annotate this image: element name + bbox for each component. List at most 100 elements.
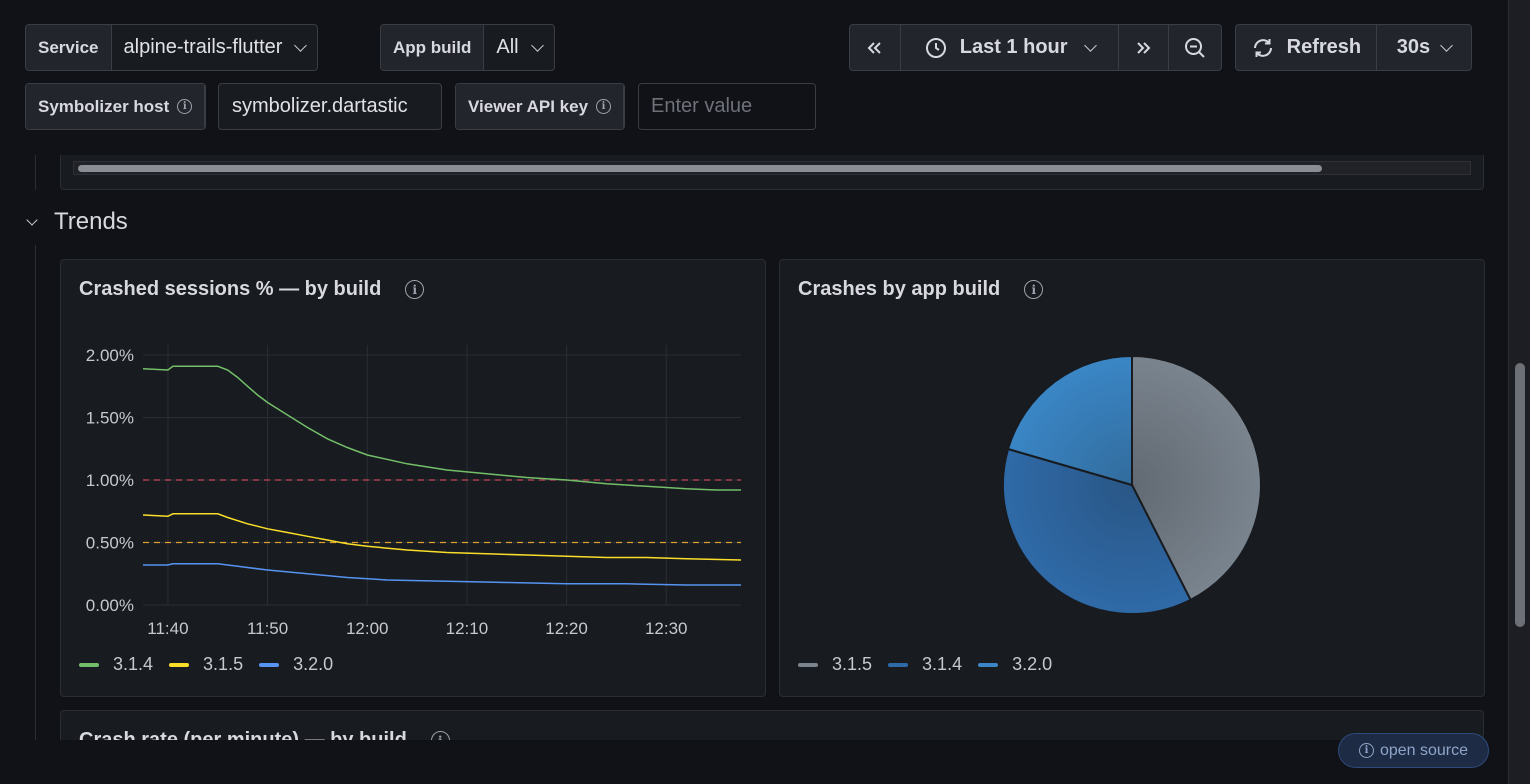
legend-label: 3.2.0 (293, 654, 334, 674)
symbolizer-host-label: Symbolizer host i (26, 84, 206, 129)
refresh-interval-picker[interactable]: 30s (1377, 25, 1471, 70)
x-tick-label: 12:00 (346, 619, 389, 638)
row-indent-line (35, 155, 36, 190)
symbolizer-host-input[interactable]: symbolizer.dartastic (219, 84, 421, 129)
x-tick-label: 11:40 (147, 619, 188, 638)
legend-label: 3.1.5 (203, 654, 244, 674)
legend-item-3-1-5[interactable]: 3.1.5 (798, 654, 872, 675)
time-range-picker[interactable]: Last 1 hour (901, 25, 1119, 70)
time-range-value: Last 1 hour (959, 36, 1068, 58)
refresh-button[interactable]: Refresh (1236, 25, 1377, 70)
double-chevron-left-icon (867, 41, 881, 54)
symbolizer-host-input-box: symbolizer.dartastic (218, 83, 442, 130)
info-icon: i (1358, 743, 1374, 758)
series-line-3-1-5 (142, 513, 742, 561)
panel-title-text: Crashed sessions % — by build (79, 278, 382, 300)
info-icon[interactable]: i (430, 731, 450, 740)
symbolizer-host-label-text: Symbolizer host (38, 96, 170, 116)
legend-label: 3.2.0 (1012, 654, 1053, 674)
y-tick-label: 0.00% (86, 596, 134, 615)
service-variable: Service alpine-trails-flutter (25, 24, 319, 71)
legend-label: 3.1.5 (832, 654, 873, 674)
double-chevron-right-icon (1137, 41, 1151, 54)
y-tick-label: 2.00% (86, 346, 134, 365)
info-icon[interactable]: i (405, 280, 425, 299)
chevron-down-icon (26, 213, 38, 226)
info-icon[interactable]: i (596, 99, 612, 114)
viewer-api-key-input-box (638, 83, 816, 130)
service-label: Service (26, 25, 112, 70)
legend-swatch (79, 662, 99, 667)
service-value: alpine-trails-flutter (123, 36, 283, 58)
page-vertical-scrollbar[interactable] (1508, 0, 1530, 784)
panel-crashes-by-build: Crashes by app build i 3.1.5 3.1.4 3.2.0 (779, 259, 1485, 697)
open-source-badge[interactable]: i open source (1338, 733, 1489, 768)
info-icon[interactable]: i (177, 99, 193, 114)
crashed-sessions-line-chart: 2.00% 1.50% 1.00% 0.50% 0.00% 11:40 11:50 12:00… (86, 345, 742, 638)
open-source-label: open source (1379, 741, 1469, 759)
info-icon[interactable]: i (1024, 280, 1044, 299)
crashes-by-build-pie-chart (1001, 354, 1262, 615)
legend-swatch (798, 662, 818, 667)
pie-slice-3-2-0 (1006, 354, 1133, 487)
app-build-value: All (496, 36, 519, 58)
scrollbar-thumb[interactable] (78, 165, 1322, 172)
scrollbar-thumb[interactable] (1515, 363, 1525, 627)
panel-title[interactable]: Crashes by app build i (798, 278, 1044, 301)
viewer-api-key-label-text: Viewer API key (468, 96, 589, 116)
pie-slice-3-1-4 (1001, 447, 1192, 615)
app-build-label: App build (381, 25, 485, 70)
panel-title[interactable]: Crashed sessions % — by build i (79, 278, 425, 301)
legend-item-3-1-4[interactable]: 3.1.4 (79, 654, 153, 675)
chevron-down-icon (1440, 38, 1453, 52)
shift-forward-button[interactable] (1119, 25, 1170, 70)
time-range-controls: Last 1 hour (849, 24, 1222, 71)
legend-swatch (978, 662, 999, 667)
legend-swatch (888, 662, 909, 667)
symbolizer-host-variable: Symbolizer host i (25, 83, 207, 130)
series-line-3-1-4 (142, 365, 741, 491)
refresh-controls: Refresh 30s (1235, 24, 1472, 71)
refresh-interval-value: 30s (1396, 36, 1431, 58)
viewer-api-key-input[interactable] (639, 84, 815, 129)
y-tick-label: 0.50% (86, 534, 134, 553)
chevron-down-icon (530, 38, 544, 52)
legend: 3.1.4 3.1.5 3.2.0 (79, 654, 333, 675)
zoom-out-button[interactable] (1169, 25, 1221, 70)
legend-label: 3.1.4 (113, 654, 154, 674)
scrollbar-track[interactable] (73, 161, 1471, 175)
legend-swatch (169, 662, 190, 667)
page-bottom-gutter (0, 740, 1508, 784)
viewer-api-key-label: Viewer API key i (456, 84, 625, 129)
panel-crash-rate-clip: Crash rate (per minute) — by build i (60, 710, 1485, 740)
legend-swatch (259, 662, 280, 667)
panel-crash-rate: Crash rate (per minute) — by build i (60, 710, 1484, 740)
legend-label: 3.1.4 (922, 654, 963, 674)
y-tick-label: 1.50% (86, 409, 134, 428)
zoom-out-icon (1185, 37, 1205, 58)
legend-item-3-2-0[interactable]: 3.2.0 (259, 654, 333, 675)
service-select[interactable]: alpine-trails-flutter (112, 25, 318, 70)
series-line-3-2-0 (143, 563, 741, 586)
x-tick-label: 12:20 (545, 619, 588, 638)
table-horizontal-scrollbar (60, 155, 1484, 190)
legend: 3.1.5 3.1.4 3.2.0 (798, 654, 1052, 675)
app-build-select[interactable]: All (484, 25, 553, 70)
symbolizer-host-value: symbolizer.dartastic (232, 95, 408, 117)
legend-item-3-1-4[interactable]: 3.1.4 (888, 654, 962, 675)
legend-item-3-2-0[interactable]: 3.2.0 (978, 654, 1052, 675)
shift-back-button[interactable] (850, 25, 901, 70)
y-tick-label: 1.00% (86, 471, 134, 490)
x-tick-label: 12:10 (446, 619, 489, 638)
refresh-icon (1253, 38, 1272, 57)
row-header-trends[interactable]: Trends (26, 208, 128, 236)
x-tick-label: 11:50 (247, 619, 288, 638)
panel-crashed-sessions: Crashed sessions % — by build i 2.00% 1.5… (60, 259, 766, 697)
row-title: Trends (54, 208, 128, 235)
panel-title[interactable]: Crash rate (per minute) — by build i (79, 729, 450, 740)
x-tick-label: 12:30 (645, 619, 688, 638)
refresh-label: Refresh (1286, 36, 1362, 58)
legend-item-3-1-5[interactable]: 3.1.5 (169, 654, 243, 675)
panel-title-text: Crash rate (per minute) — by build (79, 729, 407, 740)
chevron-down-icon (294, 38, 308, 52)
